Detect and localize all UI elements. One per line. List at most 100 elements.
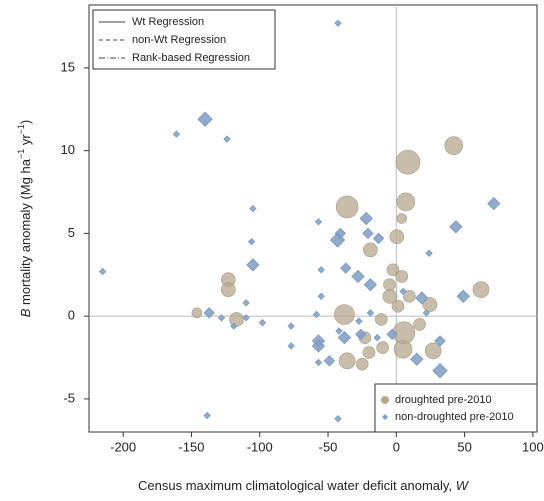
circle-point <box>402 289 416 303</box>
diamond-point <box>399 287 407 296</box>
diamond-point <box>311 339 326 353</box>
y-tick-label: 15 <box>61 59 75 74</box>
diamond-point <box>386 328 398 341</box>
circle-point <box>444 136 463 155</box>
legend: droughted pre-2010 non-droughted pre-2010 <box>374 383 538 433</box>
y-axis-label-part: B <box>18 308 33 317</box>
circle-point <box>389 229 405 245</box>
circle-point <box>391 299 405 313</box>
y-axis-label-part: yr <box>18 134 33 149</box>
diamond-point <box>363 277 378 292</box>
circle-point <box>374 313 388 326</box>
x-axis-label-part: W <box>456 478 470 493</box>
diamond-point <box>340 262 352 274</box>
regression-legend: Wt Regression non-Wt Regression Rank-based… <box>92 9 276 70</box>
diamond-point <box>355 317 363 325</box>
diamond-point <box>337 330 352 345</box>
diamond-point <box>362 227 374 240</box>
circle-point <box>335 195 359 219</box>
legend-label: non-droughted pre-2010 <box>395 411 514 423</box>
circle-point <box>383 278 396 292</box>
legend-label: droughted pre-2010 <box>395 394 492 406</box>
circle-point <box>362 346 376 359</box>
circle-point <box>386 263 400 277</box>
x-tick-label: -100 <box>247 439 273 454</box>
circle-point <box>413 318 426 331</box>
diamond-point <box>359 211 373 226</box>
legend-label: Rank-based Regression <box>132 52 250 64</box>
diamond-point <box>487 196 501 211</box>
diamond-point <box>312 310 321 319</box>
legend-box <box>374 383 538 433</box>
circle-point <box>363 242 378 258</box>
legend-label: Wt Regression <box>132 16 204 28</box>
diamond-point <box>372 232 385 245</box>
circle-point <box>396 192 416 212</box>
diamond-point <box>314 358 323 367</box>
x-axis-label-part: Census maximum climatological water defi… <box>138 478 456 493</box>
diamond-point <box>432 363 448 379</box>
circle-point <box>191 307 203 319</box>
y-axis-label: B mortality anomaly (Mg ha−1 yr−1) <box>16 120 33 318</box>
diamond-point <box>242 314 250 322</box>
diamond-point <box>287 342 295 350</box>
x-tick-label: -200 <box>110 439 136 454</box>
circle-point <box>376 341 389 354</box>
circle-point <box>422 297 438 312</box>
diamond-point <box>334 415 342 423</box>
diamond-point <box>172 130 181 138</box>
diamond-point <box>456 289 470 303</box>
y-axis-label-part: mortality anomaly (Mg ha <box>18 158 33 308</box>
y-axis-label-part: −1 <box>16 124 26 134</box>
legend-circle <box>381 396 389 404</box>
circle-point <box>221 282 236 297</box>
diamond-point <box>366 309 375 317</box>
diamond-point <box>203 307 215 319</box>
circle-point <box>334 304 355 325</box>
x-tick-label: 0 <box>393 439 400 454</box>
diamond-point <box>98 267 107 276</box>
diamond-point <box>287 322 295 330</box>
diamond-point <box>422 309 431 317</box>
diamond-point <box>217 314 226 322</box>
x-axis-label: Census maximum climatological water defi… <box>138 478 470 493</box>
plot-frame <box>88 4 538 433</box>
diamond-point <box>373 333 381 342</box>
circle-point <box>395 149 421 175</box>
diamond-point <box>246 258 260 272</box>
circle-point <box>229 312 244 327</box>
diamond-point <box>223 135 231 143</box>
diamond-point <box>249 204 257 213</box>
diamond-point <box>258 319 267 327</box>
legend-label: non-Wt Regression <box>132 34 226 46</box>
y-tick-label: 0 <box>68 308 75 323</box>
diamond-point <box>197 111 213 127</box>
diamond-point <box>415 291 429 305</box>
diamond-point <box>449 220 463 234</box>
circle-point <box>472 281 490 298</box>
diamond-point <box>317 292 325 300</box>
diamond-point <box>230 322 238 330</box>
y-axis-label-part: ) <box>18 120 33 124</box>
x-tick-label: 100 <box>522 439 544 454</box>
x-tick-label: 50 <box>457 439 471 454</box>
diamond-point <box>314 218 323 226</box>
diamond-point <box>334 227 347 240</box>
x-tick-label: -150 <box>178 439 204 454</box>
diamond-point <box>355 328 367 341</box>
y-axis-label-part: −1 <box>16 149 26 159</box>
circle-point <box>395 270 409 283</box>
circle-point <box>424 342 442 360</box>
diamond-point <box>317 266 325 274</box>
y-tick-label: 5 <box>68 225 75 240</box>
diamond-point <box>425 249 433 257</box>
x-tick-label: -50 <box>319 439 338 454</box>
diamond-point <box>434 335 446 347</box>
circle-point <box>396 213 408 224</box>
diamond-point <box>247 237 256 246</box>
circle-point <box>338 352 356 370</box>
diamond-point <box>351 269 365 284</box>
y-tick-label: 10 <box>61 142 75 157</box>
legend-diamond <box>382 414 388 420</box>
